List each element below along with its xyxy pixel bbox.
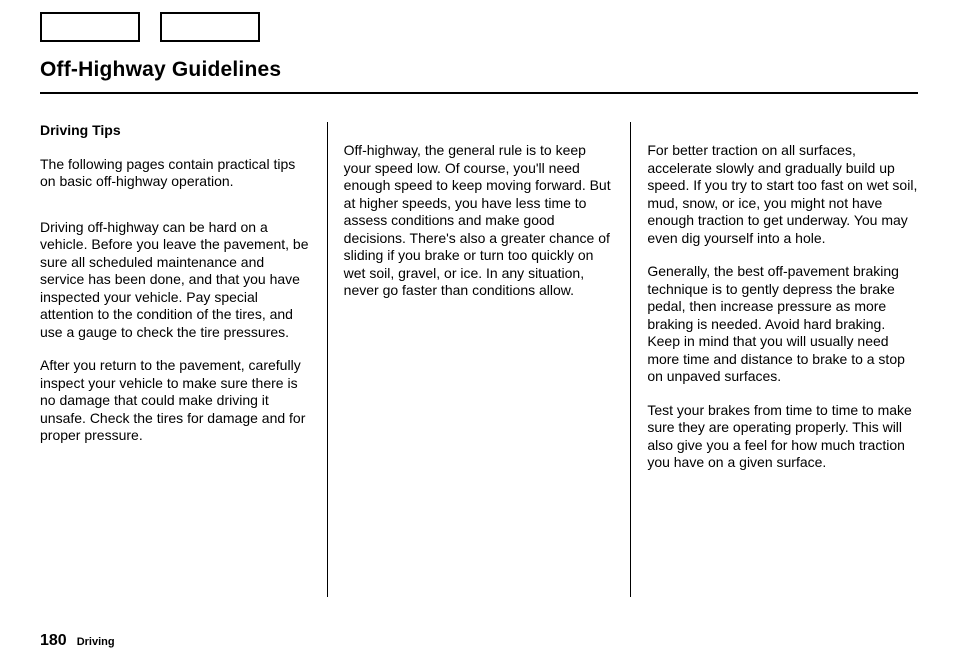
page-title: Off-Highway Guidelines [40,58,281,82]
page-footer: 180 Driving [40,632,115,650]
col3-paragraph-2: Generally, the best off-pavement braking… [647,263,918,386]
col3-paragraph-1: For better traction on all surfaces, acc… [647,142,918,247]
content-columns: Driving Tips The following pages contain… [40,122,918,597]
subheading-driving-tips: Driving Tips [40,122,311,140]
column-3: For better traction on all surfaces, acc… [631,122,918,597]
page-container: Off-Highway Guidelines Driving Tips The … [0,0,954,672]
nav-box-1[interactable] [40,12,140,42]
title-rule [40,92,918,94]
page-number: 180 [40,632,67,650]
top-nav-boxes [40,12,260,42]
column-2: Off-highway, the general rule is to keep… [328,122,631,597]
section-label: Driving [77,636,115,648]
col2-paragraph-1: Off-highway, the general rule is to keep… [344,142,615,300]
col1-paragraph-2: Driving off-highway can be hard on a veh… [40,219,311,342]
nav-box-2[interactable] [160,12,260,42]
column-1: Driving Tips The following pages contain… [40,122,327,597]
col1-paragraph-1: The following pages contain practical ti… [40,156,311,191]
col1-paragraph-3: After you return to the pavement, carefu… [40,357,311,445]
col3-paragraph-3: Test your brakes from time to time to ma… [647,402,918,472]
